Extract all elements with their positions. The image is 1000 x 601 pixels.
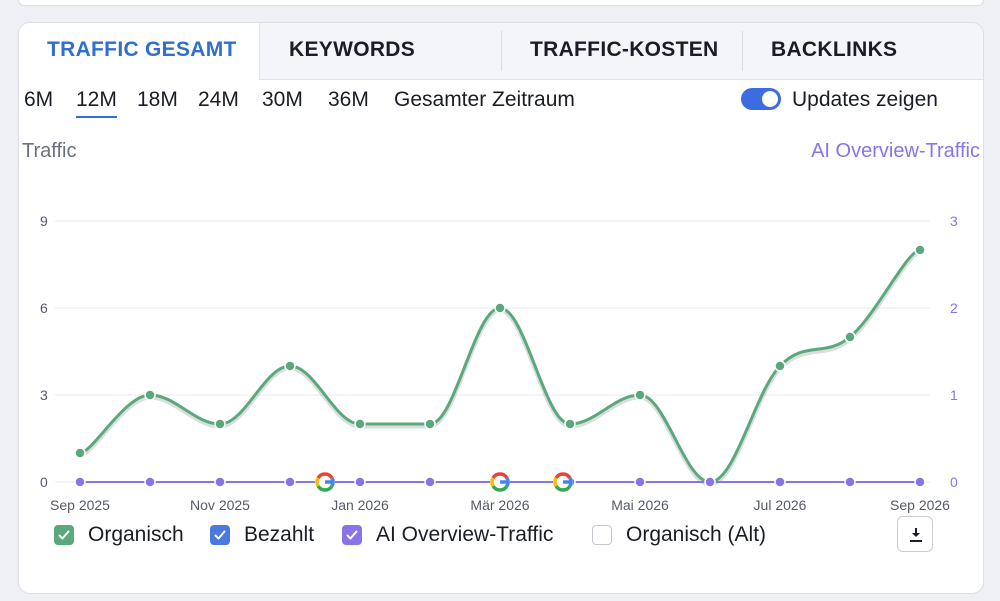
- data-point-organisch: [284, 360, 296, 372]
- data-point-organisch: [774, 360, 786, 372]
- y-tick-label-left: 0: [40, 474, 48, 490]
- checkbox-checked-icon[interactable]: [54, 525, 74, 545]
- checkbox-unchecked-icon[interactable]: [592, 525, 612, 545]
- tab-divider: [501, 31, 502, 71]
- data-point-organisch: [564, 418, 576, 430]
- checkbox-checked-icon[interactable]: [342, 525, 362, 545]
- data-point-ai-overview: [844, 476, 856, 488]
- y-tick-label-right: 3: [950, 213, 958, 229]
- data-point-ai-overview: [144, 476, 156, 488]
- legend-label: AI Overview-Traffic: [376, 523, 554, 546]
- google-update-icon[interactable]: [490, 472, 510, 492]
- x-tick-label: Nov 2025: [190, 497, 250, 513]
- y-tick-label-right: 0: [950, 474, 958, 490]
- period-30m[interactable]: 30M: [262, 88, 303, 111]
- series-line-shadow: [79, 249, 921, 487]
- x-tick-label: Sep 2025: [50, 497, 110, 513]
- data-point-organisch: [354, 418, 366, 430]
- data-point-organisch: [914, 244, 926, 256]
- data-point-organisch: [494, 302, 506, 314]
- data-point-ai-overview: [354, 476, 366, 488]
- data-point-organisch: [74, 447, 86, 459]
- toggle-knob: [762, 91, 778, 107]
- updates-toggle[interactable]: [741, 88, 781, 110]
- series-line-organisch: [79, 248, 921, 484]
- x-tick-label: Jan 2026: [331, 497, 389, 513]
- y-tick-label-right: 2: [950, 300, 958, 316]
- google-update-icon[interactable]: [315, 472, 335, 492]
- tab-backlinks[interactable]: BACKLINKS: [771, 38, 898, 61]
- period-12m[interactable]: 12M: [76, 86, 117, 118]
- google-update-icon[interactable]: [553, 472, 573, 492]
- tab-keywords[interactable]: KEYWORDS: [289, 38, 416, 61]
- data-point-ai-overview: [704, 476, 716, 488]
- data-point-ai-overview: [634, 476, 646, 488]
- data-point-ai-overview: [74, 476, 86, 488]
- download-button[interactable]: [897, 516, 933, 552]
- data-point-organisch: [214, 418, 226, 430]
- data-point-ai-overview: [284, 476, 296, 488]
- period-18m[interactable]: 18M: [137, 88, 178, 111]
- x-tick-label: Mär 2026: [470, 497, 529, 513]
- right-axis-title: AI Overview-Traffic: [811, 140, 980, 162]
- data-point-organisch: [634, 389, 646, 401]
- tab-divider: [742, 31, 743, 71]
- checkbox-checked-icon[interactable]: [210, 525, 230, 545]
- download-icon: [910, 528, 922, 542]
- x-tick-label: Sep 2026: [890, 497, 950, 513]
- y-tick-label-right: 1: [950, 387, 958, 403]
- period-24m[interactable]: 24M: [198, 88, 239, 111]
- legend-label: Bezahlt: [244, 523, 315, 546]
- legend-label: Organisch: [88, 523, 184, 546]
- y-tick-label-left: 6: [40, 300, 48, 316]
- data-point-organisch: [844, 331, 856, 343]
- tab-traffic-gesamt[interactable]: TRAFFIC GESAMT: [19, 23, 260, 80]
- period-36m[interactable]: 36M: [328, 88, 369, 111]
- legend-label: Organisch (Alt): [626, 523, 767, 546]
- y-tick-label-left: 3: [40, 387, 48, 403]
- left-axis-title: Traffic: [22, 140, 77, 162]
- tab-traffic-kosten[interactable]: TRAFFIC-KOSTEN: [530, 38, 719, 61]
- updates-toggle-label: Updates zeigen: [792, 88, 938, 111]
- data-point-ai-overview: [774, 476, 786, 488]
- x-tick-label: Mai 2026: [611, 497, 669, 513]
- data-point-ai-overview: [914, 476, 926, 488]
- tab-bar: TRAFFIC GESAMT KEYWORDS TRAFFIC-KOSTEN B…: [19, 23, 983, 80]
- x-tick-label: Jul 2026: [754, 497, 807, 513]
- y-tick-label-left: 9: [40, 213, 48, 229]
- data-point-ai-overview: [424, 476, 436, 488]
- data-point-organisch: [424, 418, 436, 430]
- period-gesamter-zeitraum[interactable]: Gesamter Zeitraum: [394, 88, 575, 111]
- data-point-ai-overview: [214, 476, 226, 488]
- data-point-organisch: [144, 389, 156, 401]
- period-6m[interactable]: 6M: [24, 88, 54, 111]
